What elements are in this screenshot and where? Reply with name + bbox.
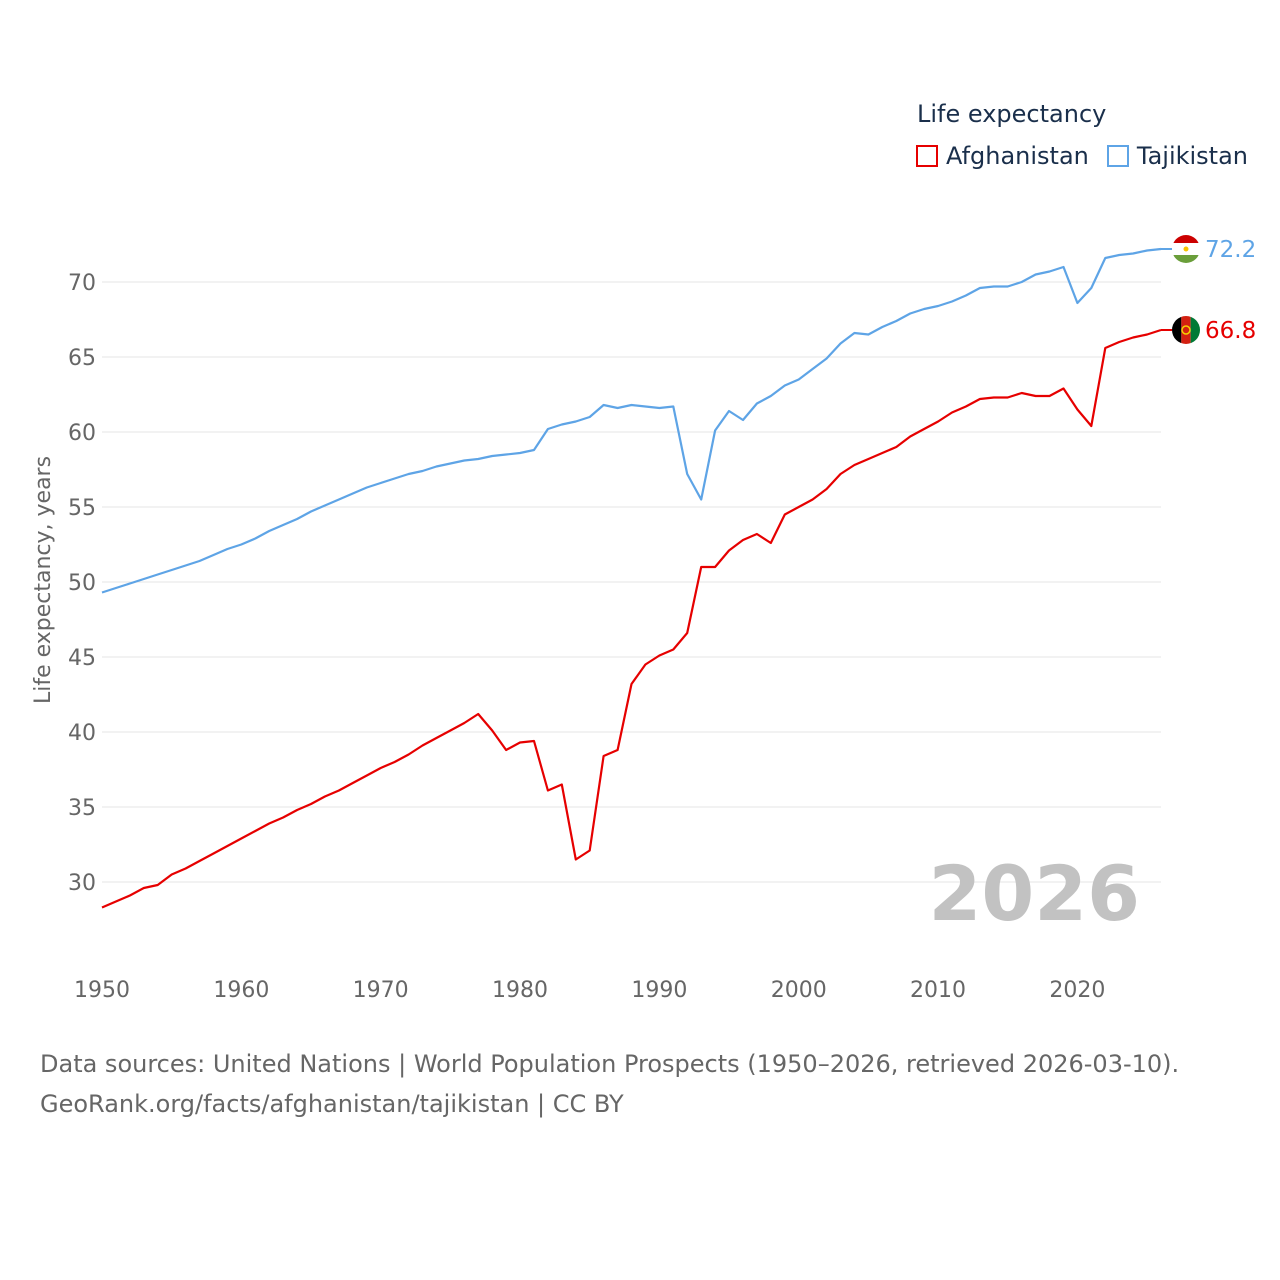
legend-item-afghanistan[interactable]: Afghanistan bbox=[916, 142, 1089, 170]
y-tick-35: 35 bbox=[68, 796, 96, 821]
tajikistan-flag-icon bbox=[1172, 235, 1200, 263]
series-line-tajikistan bbox=[101, 247, 1162, 594]
y-tick-55: 55 bbox=[68, 496, 96, 521]
x-tick-1980: 1980 bbox=[492, 978, 548, 1003]
series-lines bbox=[101, 247, 1162, 909]
afghanistan-flag-icon bbox=[1172, 316, 1200, 344]
y-tick-50: 50 bbox=[68, 571, 96, 596]
legend-label-tajikistan: Tajikistan bbox=[1136, 142, 1249, 170]
x-tick-2010: 2010 bbox=[910, 978, 966, 1003]
legend-item-tajikistan[interactable]: Tajikistan bbox=[1106, 142, 1249, 170]
sources-line: Data sources: United Nations | World Pop… bbox=[40, 1050, 1180, 1078]
x-tick-1950: 1950 bbox=[74, 978, 130, 1003]
series-line-afghanistan bbox=[101, 328, 1162, 909]
end-label-afghanistan: 66.8 bbox=[1205, 318, 1256, 344]
end-label-tajikistan: 72.2 bbox=[1205, 237, 1256, 263]
legend-title: Life expectancy bbox=[917, 100, 1107, 128]
legend-swatch-afghanistan bbox=[916, 145, 938, 167]
x-tick-1970: 1970 bbox=[353, 978, 409, 1003]
grid-lines bbox=[102, 281, 1161, 883]
x-tick-2000: 2000 bbox=[771, 978, 827, 1003]
y-tick-labels: 30 35 40 45 50 55 60 65 70 bbox=[68, 271, 96, 896]
x-tick-2020: 2020 bbox=[1049, 978, 1105, 1003]
y-tick-65: 65 bbox=[68, 346, 96, 371]
y-tick-40: 40 bbox=[68, 721, 96, 746]
legend-label-afghanistan: Afghanistan bbox=[946, 142, 1089, 170]
y-tick-60: 60 bbox=[68, 421, 96, 446]
y-tick-45: 45 bbox=[68, 646, 96, 671]
data-sources: Data sources: United Nations | World Pop… bbox=[40, 1044, 1179, 1124]
year-label: 2026 bbox=[928, 849, 1140, 938]
y-tick-70: 70 bbox=[68, 271, 96, 296]
x-tick-labels: 1950 1960 1970 1980 1990 2000 2010 2020 bbox=[74, 978, 1105, 1003]
x-tick-1960: 1960 bbox=[213, 978, 269, 1003]
y-axis-label: Life expectancy, years bbox=[31, 456, 56, 704]
legend-swatch-tajikistan bbox=[1106, 145, 1129, 167]
legend: Afghanistan Tajikistan bbox=[916, 142, 1266, 170]
attribution-line[interactable]: GeoRank.org/facts/afghanistan/tajikistan… bbox=[40, 1090, 624, 1118]
x-tick-1990: 1990 bbox=[631, 978, 687, 1003]
end-markers: 66.8 72.2 bbox=[1161, 235, 1256, 344]
y-tick-30: 30 bbox=[68, 871, 96, 896]
